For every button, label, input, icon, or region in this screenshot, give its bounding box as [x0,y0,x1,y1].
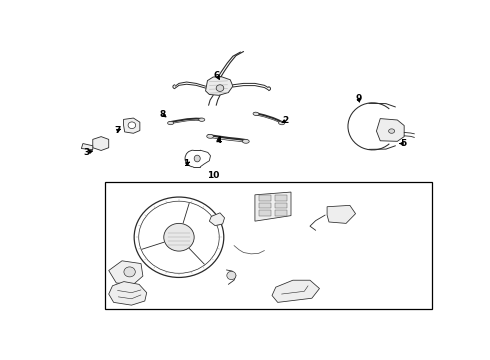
Bar [259,203,271,208]
Ellipse shape [227,271,236,280]
Polygon shape [272,280,319,302]
Bar [275,203,287,208]
Bar [259,195,271,201]
Text: 3: 3 [83,148,90,157]
Text: 10: 10 [207,171,220,180]
Ellipse shape [207,134,214,138]
Text: 5: 5 [400,139,406,148]
Ellipse shape [168,121,173,125]
Polygon shape [206,76,233,95]
Ellipse shape [216,85,224,91]
Ellipse shape [278,121,285,125]
Ellipse shape [194,155,200,162]
Text: 8: 8 [160,110,166,119]
Ellipse shape [199,118,205,121]
Ellipse shape [243,139,249,143]
Polygon shape [376,118,404,141]
Text: 6: 6 [214,71,220,80]
Ellipse shape [389,129,394,133]
Bar [105,182,432,309]
Polygon shape [123,118,140,133]
Polygon shape [209,213,224,226]
Polygon shape [109,261,143,284]
Polygon shape [109,282,147,305]
Bar [259,210,271,216]
Polygon shape [81,144,93,150]
Ellipse shape [134,197,224,278]
Polygon shape [255,192,291,221]
Text: 7: 7 [114,126,121,135]
Ellipse shape [124,267,135,277]
Ellipse shape [139,201,219,273]
Text: 1: 1 [183,159,190,168]
Text: 9: 9 [355,94,362,103]
Bar [275,210,287,216]
Polygon shape [327,205,356,223]
Bar [275,195,287,201]
Ellipse shape [253,112,259,116]
Text: 2: 2 [282,116,289,125]
Ellipse shape [164,223,194,251]
Text: 4: 4 [216,136,222,145]
Polygon shape [93,136,109,150]
Ellipse shape [128,122,136,129]
